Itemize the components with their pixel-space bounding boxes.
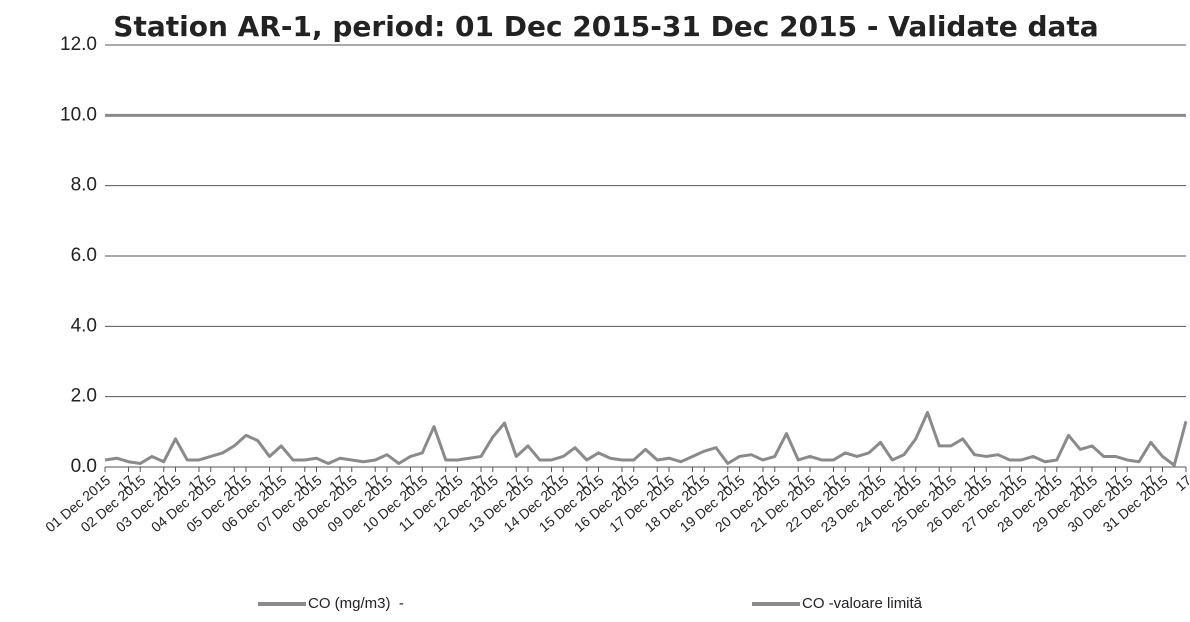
y-tick-label: 10.0 <box>60 104 97 125</box>
x-tick-label: 17 <box>1172 472 1190 494</box>
y-tick-label: 8.0 <box>71 175 97 196</box>
y-tick-label: 12.0 <box>60 34 97 55</box>
y-tick-label: 0.0 <box>71 456 97 477</box>
series-line <box>104 410 1188 467</box>
legend-label: CO (mg/m3) - <box>308 595 404 612</box>
legend-label: CO -valoare limită <box>802 595 923 612</box>
chart-title: Station AR-1, period: 01 Dec 2015-31 Dec… <box>113 10 1098 43</box>
y-tick-label: 6.0 <box>71 245 97 266</box>
y-tick-label: 2.0 <box>71 386 97 407</box>
y-tick-label: 4.0 <box>71 315 97 336</box>
